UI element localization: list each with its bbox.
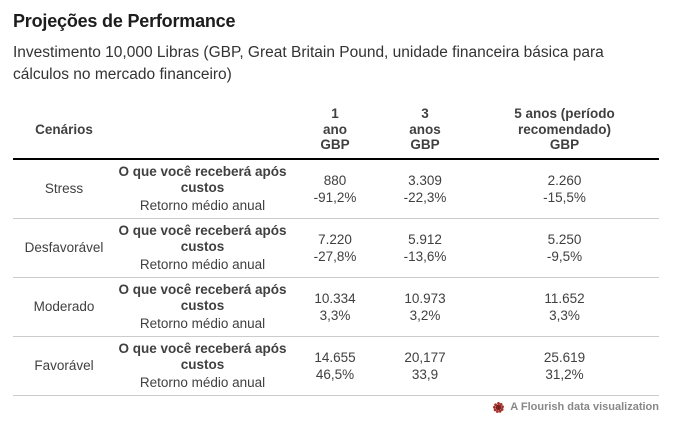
metric-labels-cell: O que você receberá após custos Retorno … (115, 159, 290, 219)
cell-5-anos: 5.250 -9,5% (470, 218, 659, 278)
metric-primary-label: O que você receberá após custos (118, 222, 287, 254)
performance-table: Cenários 1 ano GBP 3 anos GBP 5 anos (pe… (13, 101, 659, 396)
cell-1-ano: 10.334 3,3% (290, 277, 380, 337)
avg-annual-return: 3,3% (549, 307, 580, 323)
avg-annual-return: 46,5% (315, 366, 355, 382)
metric-primary-label: O que você receberá após custos (118, 281, 287, 313)
metric-primary-label: O que você receberá após custos (118, 163, 287, 195)
avg-annual-return: -15,5% (543, 189, 586, 205)
avg-annual-return: 3,2% (409, 307, 441, 323)
value-after-costs: 7.220 (318, 231, 352, 247)
avg-annual-return: -22,3% (403, 189, 447, 205)
cell-1-ano: 880 -91,2% (290, 159, 380, 219)
value-after-costs: 10.334 (314, 290, 356, 306)
cell-1-ano: 14.655 46,5% (290, 336, 380, 396)
header-1-ano: 1 ano GBP (290, 101, 380, 160)
avg-annual-return: -13,6% (403, 248, 447, 264)
table-row-favoravel: Favorável O que você receberá após custo… (13, 336, 659, 396)
metric-secondary-label: Retorno médio anual (139, 197, 266, 213)
metric-labels-cell: O que você receberá após custos Retorno … (115, 336, 290, 396)
avg-annual-return: -91,2% (313, 189, 357, 205)
table-body: Stress O que você receberá após custos R… (13, 159, 659, 396)
header-3-anos: 3 anos GBP (380, 101, 470, 160)
value-after-costs: 10.973 (404, 290, 446, 306)
value-after-costs: 5.250 (547, 231, 582, 247)
page-title: Projeções de Performance (13, 11, 236, 31)
value-after-costs: 20,177 (404, 349, 446, 365)
flourish-logo-icon (493, 401, 505, 413)
value-after-costs: 11.652 (544, 290, 585, 306)
value-after-costs: 880 (323, 172, 347, 188)
footer: A Flourish data visualization (13, 401, 659, 414)
header-5-anos: 5 anos (período recomendado) GBP (470, 101, 659, 160)
metric-secondary-label: Retorno médio anual (139, 315, 266, 331)
cell-3-anos: 3.309 -22,3% (380, 159, 470, 219)
avg-annual-return: 3,3% (319, 307, 351, 323)
avg-annual-return: 31,2% (545, 366, 584, 382)
table-row-moderado: Moderado O que você receberá após custos… (13, 277, 659, 337)
avg-annual-return: -27,8% (313, 248, 357, 264)
cell-5-anos: 25.619 31,2% (470, 336, 659, 396)
header-scenarios: Cenários (13, 101, 115, 160)
table-header: Cenários 1 ano GBP 3 anos GBP 5 anos (pe… (13, 101, 659, 160)
cell-3-anos: 20,177 33,9 (380, 336, 470, 396)
header-row: Cenários 1 ano GBP 3 anos GBP 5 anos (pe… (13, 101, 659, 160)
metric-secondary-label: Retorno médio anual (139, 374, 266, 390)
scenario-label: Stress (13, 159, 115, 219)
page-subtitle: Investimento 10,000 Libras (GBP, Great B… (13, 44, 604, 83)
value-after-costs: 5.912 (408, 231, 442, 247)
metric-primary-label: O que você receberá após custos (118, 340, 287, 372)
value-after-costs: 3.309 (408, 172, 442, 188)
table-row-desfavoravel: Desfavorável O que você receberá após cu… (13, 218, 659, 278)
flourish-credit-link[interactable]: A Flourish data visualization (510, 401, 659, 413)
cell-5-anos: 2.260 -15,5% (470, 159, 659, 219)
metric-labels-cell: O que você receberá após custos Retorno … (115, 277, 290, 337)
avg-annual-return: 33,9 (411, 366, 439, 382)
value-after-costs: 2.260 (547, 172, 582, 188)
scenario-label: Desfavorável (13, 218, 115, 278)
header-metric-spacer (115, 101, 290, 160)
value-after-costs: 14.655 (314, 349, 356, 365)
cell-1-ano: 7.220 -27,8% (290, 218, 380, 278)
metric-labels-cell: O que você receberá após custos Retorno … (115, 218, 290, 278)
cell-3-anos: 5.912 -13,6% (380, 218, 470, 278)
table-row-stress: Stress O que você receberá após custos R… (13, 159, 659, 219)
metric-secondary-label: Retorno médio anual (139, 256, 266, 272)
value-after-costs: 25.619 (543, 349, 586, 365)
scenario-label: Moderado (13, 277, 115, 337)
avg-annual-return: -9,5% (546, 248, 583, 264)
cell-3-anos: 10.973 3,2% (380, 277, 470, 337)
cell-5-anos: 11.652 3,3% (470, 277, 659, 337)
scenario-label: Favorável (13, 336, 115, 396)
